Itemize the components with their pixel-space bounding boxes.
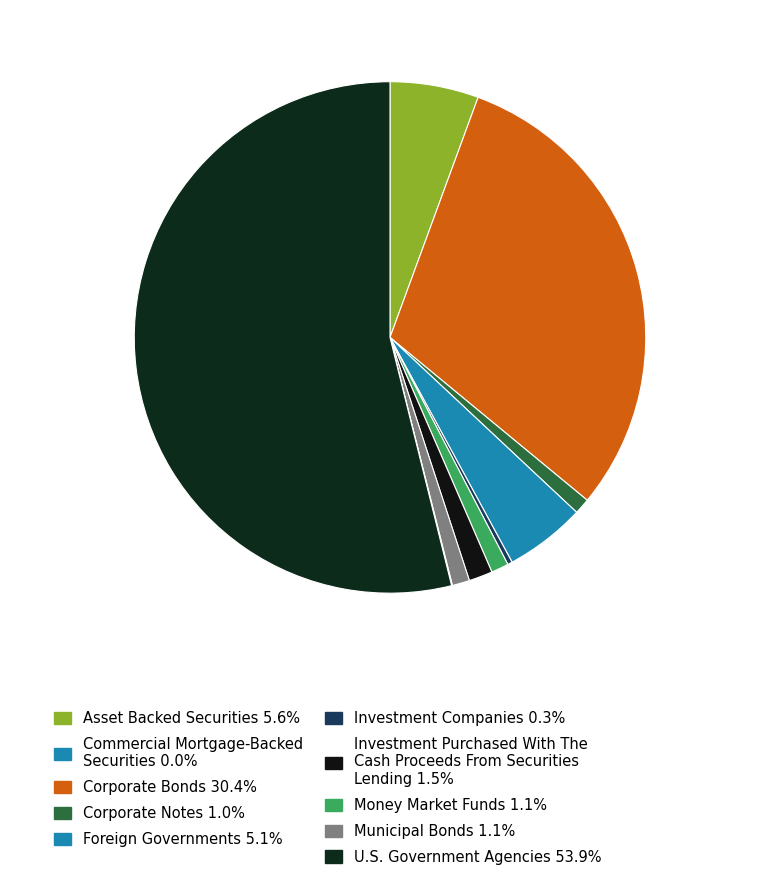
Wedge shape: [390, 337, 512, 565]
Wedge shape: [390, 337, 470, 585]
Wedge shape: [390, 337, 452, 586]
Wedge shape: [390, 337, 492, 581]
Wedge shape: [390, 98, 646, 500]
Legend: Asset Backed Securities 5.6%, Commercial Mortgage-Backed
Securities 0.0%, Corpor: Asset Backed Securities 5.6%, Commercial…: [46, 703, 608, 872]
Wedge shape: [134, 82, 452, 593]
Wedge shape: [390, 337, 587, 512]
Wedge shape: [390, 337, 508, 572]
Wedge shape: [390, 337, 576, 562]
Wedge shape: [390, 82, 478, 337]
